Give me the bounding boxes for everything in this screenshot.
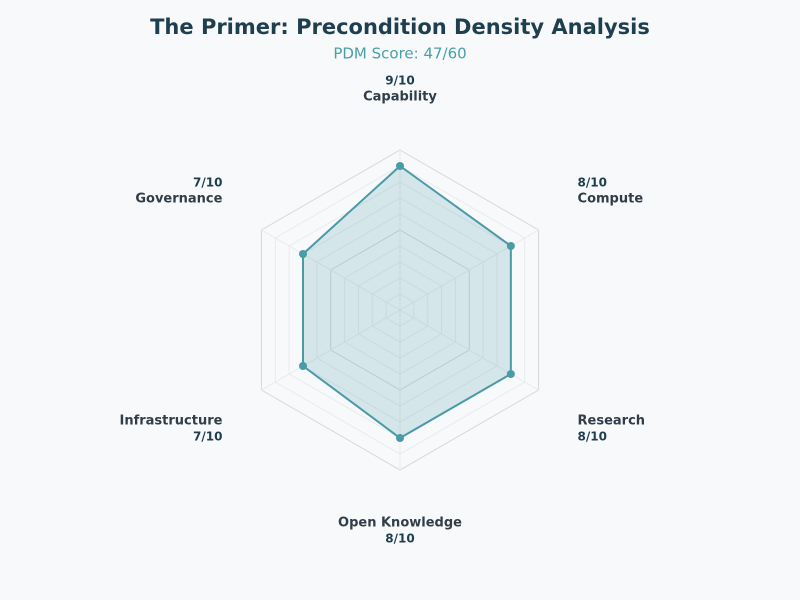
grid-spoke [399,309,539,391]
data-point [396,162,404,170]
value-label: 8/10 [578,430,607,444]
chart-title: The Primer: Precondition Density Analysi… [150,15,650,39]
grid-spoke [261,229,401,311]
data-point [506,370,515,378]
data-point [506,242,515,250]
grid-spoke [261,309,401,391]
data-area [302,164,512,440]
axis-label: Governance [135,192,222,207]
axis-label: Research [578,414,646,429]
value-label: 9/10 [385,74,414,88]
value-label: 8/10 [578,176,607,190]
data-point [299,250,308,258]
data-point [396,434,404,442]
value-label: 8/10 [385,532,414,546]
axis-label: Open Knowledge [338,516,462,531]
axis-label: Infrastructure [120,414,223,429]
value-label: 7/10 [193,430,222,444]
data-point [299,362,308,370]
axis-label: Capability [363,90,437,105]
axis-label: Compute [578,192,644,207]
grid-spoke [399,229,539,311]
chart-subtitle: PDM Score: 47/60 [333,45,466,63]
value-label: 7/10 [193,176,222,190]
